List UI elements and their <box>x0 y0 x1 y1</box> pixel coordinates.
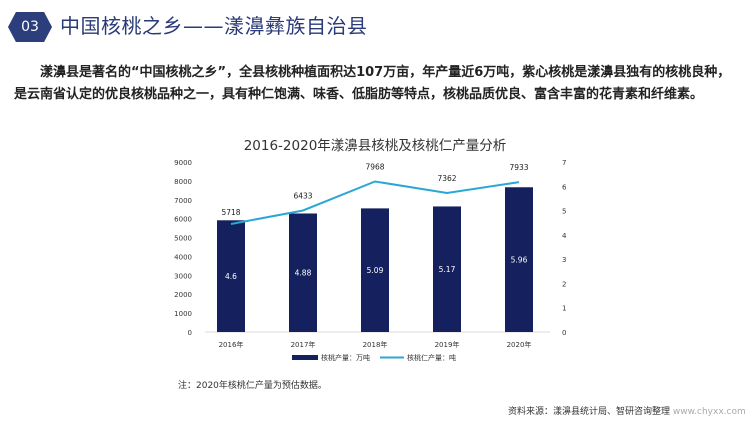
legend-bar-swatch <box>292 355 318 360</box>
line-value-label: 7968 <box>365 162 384 171</box>
left-tick-label: 5000 <box>174 235 192 243</box>
line-value-label: 7933 <box>509 163 528 172</box>
intro-paragraph: 漾濞县是著名的“中国核桃之乡”，全县核桃种植面积达107万亩，年产量近6万吨，紫… <box>14 65 731 102</box>
left-tick-label: 6000 <box>174 216 192 224</box>
bar-value-label: 5.09 <box>367 266 384 275</box>
line-value-label: 6433 <box>293 191 312 200</box>
right-tick-label: 0 <box>562 329 566 337</box>
bar <box>217 220 245 332</box>
right-tick-label: 1 <box>562 305 566 313</box>
line-value-label: 7362 <box>437 174 456 183</box>
right-tick-label: 6 <box>562 183 567 191</box>
line-series <box>230 180 520 225</box>
chart-title: 2016-2020年漾濞县核桃及核桃仁产量分析 <box>243 138 507 154</box>
left-tick-label: 3000 <box>174 272 192 280</box>
left-tick-label: 4000 <box>174 253 192 261</box>
bar <box>289 213 317 332</box>
line-value-label: 5718 <box>221 208 240 217</box>
right-tick-label: 2 <box>562 280 566 288</box>
category-label: 2020年 <box>507 340 532 349</box>
left-tick-label: 9000 <box>174 159 192 167</box>
right-tick-label: 7 <box>562 159 566 167</box>
bar <box>361 208 389 332</box>
category-label: 2017年 <box>291 340 316 349</box>
website-text: www.chyxx.com <box>672 407 746 417</box>
legend-line-label: 核桃仁产量：吨 <box>407 353 456 362</box>
left-tick-label: 2000 <box>174 291 192 299</box>
bar <box>505 187 533 332</box>
left-tick-label: 1000 <box>174 310 192 318</box>
source-note: 资料来源：漾濞县统计局、智研咨询整理 www.chyxx.com <box>508 404 746 417</box>
category-label: 2016年 <box>219 340 244 349</box>
legend-bar-label: 核桃产量：万吨 <box>321 353 370 362</box>
bar <box>433 206 461 332</box>
category-label: 2019年 <box>435 340 460 349</box>
right-tick-label: 3 <box>562 256 566 264</box>
left-tick-label: 0 <box>188 329 192 337</box>
category-label: 2018年 <box>363 340 388 349</box>
left-tick-label: 8000 <box>174 178 192 186</box>
source-text: 资料来源：漾濞县统计局、智研咨询整理 <box>508 407 671 417</box>
right-tick-label: 4 <box>562 232 567 240</box>
bar-value-label: 5.96 <box>511 256 528 265</box>
bar-value-label: 5.17 <box>439 265 456 274</box>
right-tick-label: 5 <box>562 208 566 216</box>
left-tick-label: 7000 <box>174 197 192 205</box>
bar-value-label: 4.88 <box>295 269 312 278</box>
page-title: 中国核桃之乡——漾濞彝族自治县 <box>60 14 368 38</box>
bar-value-label: 4.6 <box>225 272 237 281</box>
footnote: 注：2020年核桃仁产量为预估数据。 <box>178 381 327 391</box>
section-number-badge: 03 <box>8 12 52 42</box>
